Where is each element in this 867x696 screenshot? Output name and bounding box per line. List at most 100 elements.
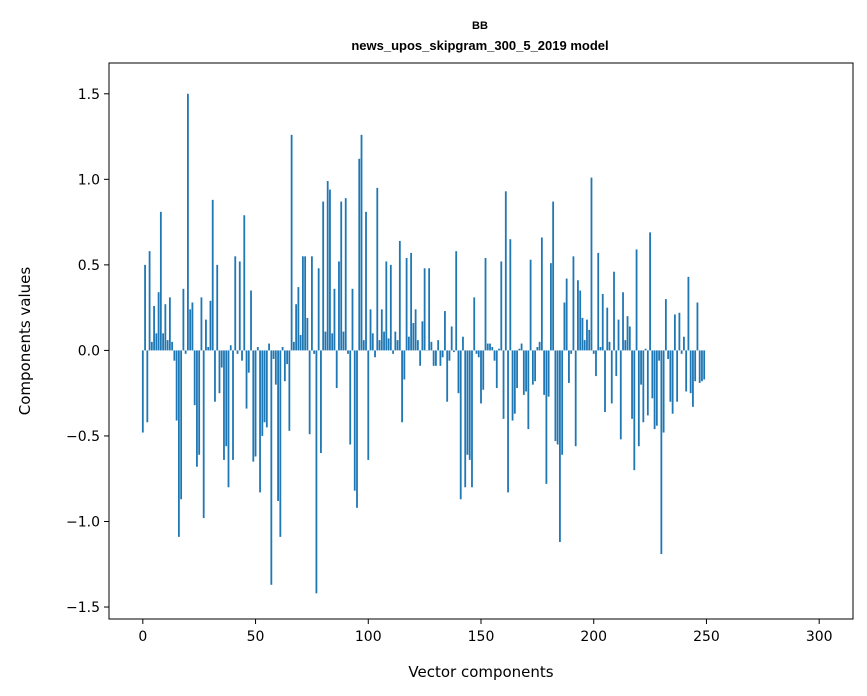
bar — [498, 348, 500, 351]
bar — [322, 201, 325, 351]
bar — [171, 341, 174, 351]
bar — [274, 350, 277, 385]
bar — [286, 350, 289, 365]
bar — [241, 350, 243, 361]
bar — [313, 350, 316, 354]
bar — [547, 350, 550, 397]
x-tick-label: 50 — [247, 629, 265, 645]
bar — [157, 292, 160, 351]
bar — [180, 350, 183, 500]
bar — [162, 333, 165, 351]
bar — [491, 346, 494, 351]
bar — [385, 261, 388, 351]
x-tick-label: 300 — [806, 629, 833, 645]
y-tick-label: 1.5 — [78, 87, 100, 103]
bar — [701, 350, 703, 382]
bar — [175, 350, 178, 421]
bar — [148, 251, 151, 351]
bar — [592, 350, 595, 354]
bar — [680, 350, 683, 354]
bar — [166, 340, 169, 351]
bar — [480, 350, 482, 404]
bar — [247, 350, 250, 373]
bar — [468, 350, 471, 460]
bar — [423, 268, 426, 351]
bar — [651, 350, 654, 399]
bar — [453, 350, 455, 353]
bar — [685, 350, 688, 392]
bar — [646, 350, 649, 416]
bar — [617, 319, 620, 351]
bar — [579, 290, 582, 351]
bar — [225, 350, 228, 447]
bar — [405, 258, 408, 351]
bar — [288, 350, 291, 431]
bar — [441, 350, 444, 358]
bar — [633, 350, 636, 471]
bar — [428, 268, 431, 351]
bar — [577, 280, 579, 351]
bar — [509, 239, 512, 351]
bar — [326, 181, 329, 351]
bar — [619, 350, 622, 440]
bar — [187, 93, 189, 351]
bar — [495, 350, 498, 389]
bar — [527, 350, 530, 430]
bar — [683, 336, 685, 351]
bar — [561, 350, 564, 455]
bar — [351, 288, 354, 351]
bar — [389, 264, 392, 351]
bar — [631, 350, 633, 419]
bar — [626, 316, 629, 351]
bar — [252, 350, 255, 462]
bar — [549, 263, 552, 351]
bar — [604, 350, 606, 412]
bar — [574, 350, 577, 447]
bar — [531, 350, 534, 385]
bar — [401, 350, 403, 423]
bar — [403, 350, 406, 380]
bar — [568, 350, 570, 383]
bar — [644, 348, 647, 351]
bar — [306, 317, 309, 351]
bar — [489, 343, 491, 351]
bar — [658, 350, 661, 361]
bar — [191, 302, 194, 351]
bar — [606, 307, 609, 351]
bar — [416, 340, 419, 351]
bar — [141, 350, 144, 433]
x-tick-label: 100 — [355, 629, 382, 645]
bar — [184, 350, 187, 354]
bar — [518, 348, 521, 351]
bar — [525, 350, 527, 392]
bar — [414, 309, 417, 351]
bar — [692, 350, 694, 407]
bar — [640, 350, 642, 385]
bar — [265, 350, 268, 428]
bar-series — [141, 93, 706, 594]
bar — [615, 350, 618, 377]
y-tick-label: −0.5 — [66, 429, 100, 445]
bar — [689, 350, 692, 394]
x-tick-label: 200 — [580, 629, 607, 645]
bar — [223, 350, 225, 460]
bar — [538, 341, 541, 351]
bar — [662, 350, 665, 433]
x-tick-label: 0 — [138, 629, 147, 645]
bar — [522, 350, 525, 395]
bar — [168, 297, 171, 351]
bar — [502, 350, 505, 419]
y-tick-label: 0.0 — [78, 343, 100, 359]
bar — [410, 252, 413, 351]
bar — [268, 343, 270, 351]
bar — [329, 189, 331, 351]
bar — [232, 350, 234, 460]
bar — [432, 350, 435, 366]
bar — [277, 350, 279, 501]
bar — [207, 346, 210, 351]
bar — [698, 350, 701, 383]
bar — [200, 297, 203, 351]
bar — [653, 350, 656, 430]
bar — [378, 340, 381, 351]
bar — [590, 177, 593, 351]
